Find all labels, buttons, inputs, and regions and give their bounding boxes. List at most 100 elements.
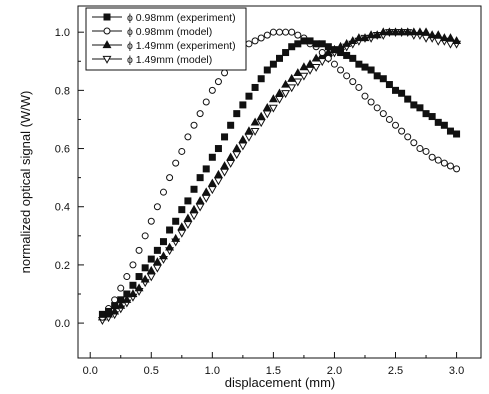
data-point xyxy=(184,133,192,141)
y-axis-title: normalized optical signal (W/W) xyxy=(18,91,33,274)
data-point xyxy=(153,203,161,211)
data-point xyxy=(123,273,131,281)
data-point xyxy=(452,36,462,45)
legend-marker xyxy=(103,27,111,35)
data-point xyxy=(141,264,149,272)
data-point xyxy=(220,168,230,177)
data-point xyxy=(122,294,132,303)
data-point xyxy=(275,95,284,104)
data-point xyxy=(207,178,217,187)
data-point xyxy=(183,221,193,230)
data-point xyxy=(299,72,309,81)
data-point xyxy=(433,30,443,39)
data-point xyxy=(190,121,198,129)
data-point xyxy=(276,28,283,36)
data-point xyxy=(172,217,180,225)
data-point xyxy=(177,222,187,231)
legend-label: ϕ 0.98mm (model) xyxy=(127,26,212,38)
y-tick-label: 0.2 xyxy=(55,260,70,272)
data-point xyxy=(427,30,437,39)
data-point xyxy=(440,159,448,167)
data-point xyxy=(165,242,175,251)
data-point xyxy=(398,127,406,135)
x-tick-label: 2.0 xyxy=(327,365,342,377)
data-point xyxy=(317,58,327,67)
x-tick-label: 3.0 xyxy=(449,365,464,377)
data-point xyxy=(202,98,210,106)
data-point xyxy=(415,27,425,36)
data-point xyxy=(404,95,412,103)
data-point xyxy=(221,69,229,77)
data-point xyxy=(111,296,119,304)
data-point xyxy=(299,62,309,71)
data-point xyxy=(147,217,155,225)
data-point xyxy=(146,265,156,274)
data-point xyxy=(202,165,210,173)
data-point xyxy=(220,161,230,170)
data-point xyxy=(421,34,431,43)
data-point xyxy=(128,289,138,298)
data-point xyxy=(343,72,351,80)
data-point xyxy=(251,83,259,91)
data-point xyxy=(367,66,375,74)
data-point xyxy=(428,153,436,161)
series-4 xyxy=(97,29,462,326)
data-point xyxy=(410,139,418,147)
data-point xyxy=(276,54,283,62)
data-point xyxy=(287,73,297,82)
data-point xyxy=(262,110,272,119)
data-point xyxy=(135,273,143,281)
data-point xyxy=(281,90,291,99)
data-point xyxy=(268,94,278,103)
data-point xyxy=(201,194,211,203)
data-point xyxy=(324,43,332,51)
data-point xyxy=(294,31,302,39)
data-point xyxy=(337,66,345,74)
data-point xyxy=(422,110,430,118)
data-point xyxy=(311,63,321,72)
data-point xyxy=(221,133,229,141)
data-point xyxy=(98,310,106,318)
plot-frame xyxy=(77,5,482,359)
data-point xyxy=(232,151,242,160)
legend: ϕ 0.98mm (experiment) ϕ 0.98mm (model) ϕ 1… xyxy=(85,7,247,71)
data-point xyxy=(397,27,407,36)
data-point xyxy=(196,174,204,182)
data-point xyxy=(190,185,198,193)
data-point xyxy=(446,127,454,135)
legend-label: ϕ 1.49mm (experiment) xyxy=(127,40,236,52)
y-tick-label: 0.8 xyxy=(55,85,70,97)
data-point xyxy=(213,177,223,186)
data-point xyxy=(361,92,369,100)
legend-box xyxy=(85,7,247,71)
data-point xyxy=(207,186,217,195)
data-point xyxy=(355,60,363,68)
data-point xyxy=(134,283,144,292)
data-point xyxy=(268,104,278,113)
data-point xyxy=(238,134,248,143)
data-point xyxy=(166,174,174,182)
data-point xyxy=(269,28,277,36)
data-point xyxy=(361,63,369,71)
data-point xyxy=(244,126,254,135)
data-point xyxy=(281,79,291,88)
data-point xyxy=(318,49,326,57)
data-point xyxy=(263,31,271,39)
data-point xyxy=(147,255,155,263)
x-axis-title: displacement (mm) xyxy=(225,375,336,390)
data-point xyxy=(238,142,248,151)
data-point xyxy=(166,226,174,234)
data-point xyxy=(439,33,449,42)
data-point xyxy=(129,281,137,289)
data-point xyxy=(146,273,156,282)
data-point xyxy=(392,121,400,129)
data-point xyxy=(256,119,266,128)
y-tick-label: 1.0 xyxy=(55,27,70,39)
data-point xyxy=(434,118,442,126)
data-point xyxy=(263,66,271,74)
data-point xyxy=(208,86,216,94)
data-point xyxy=(379,110,387,118)
data-point xyxy=(159,188,167,196)
data-point xyxy=(288,28,296,36)
x-tick-label: 1.0 xyxy=(205,365,220,377)
